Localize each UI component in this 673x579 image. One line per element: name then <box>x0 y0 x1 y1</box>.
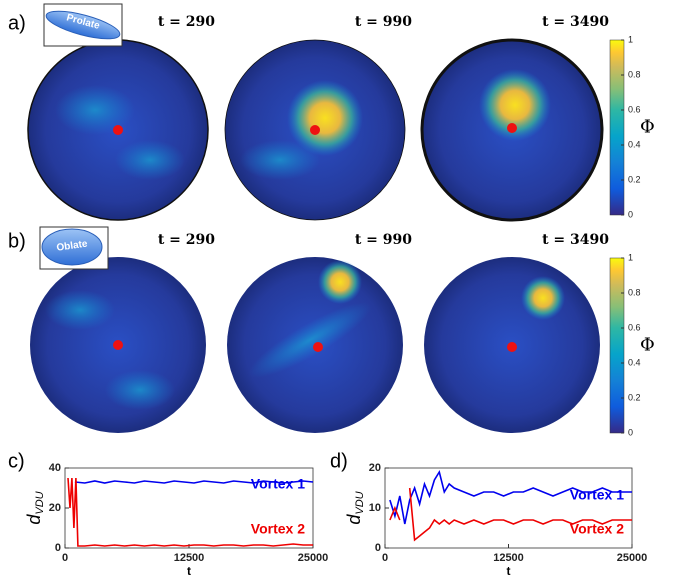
y-tick-label: 0 <box>375 542 381 554</box>
time-label: t = 990 <box>355 232 412 248</box>
time-label: t = 3490 <box>542 14 609 30</box>
colorbar-tick-label: 0.2 <box>628 392 641 402</box>
colorbar <box>609 257 625 434</box>
legend-label: Vortex 2 <box>251 521 305 537</box>
x-tick-label: 0 <box>382 552 388 564</box>
panel-label: d) <box>330 450 348 472</box>
x-tick-label: 12500 <box>493 552 524 564</box>
colorbar-tick-label: 0 <box>628 427 633 437</box>
series-line <box>67 477 313 547</box>
colorbar-tick-label: 0.8 <box>628 287 641 297</box>
badges <box>39 3 123 270</box>
x-tick-label: 25000 <box>298 552 329 564</box>
colorbar <box>609 39 625 216</box>
y-axis-label-main: d <box>344 514 364 525</box>
x-tick-label: 25000 <box>617 552 648 564</box>
y-tick-label: 40 <box>49 462 61 474</box>
y-axis-label-main: d <box>24 514 44 525</box>
colorbar-tick-label: 0.8 <box>628 69 641 79</box>
panel-label: b) <box>8 230 26 252</box>
time-label: t = 990 <box>355 14 412 30</box>
colorbar-tick-label: 0 <box>628 209 633 219</box>
time-label: t = 290 <box>158 14 215 30</box>
colorbar-tick-label: 1 <box>628 34 633 44</box>
x-axis-label: t <box>187 564 191 578</box>
colorbar-label: Φ <box>640 117 655 138</box>
time-label: t = 290 <box>158 232 215 248</box>
x-tick-label: 0 <box>62 552 68 564</box>
y-axis-label: dVDU <box>24 491 46 524</box>
colorbar-label: Φ <box>640 335 655 356</box>
legend-label: Vortex 1 <box>251 476 305 492</box>
panel-label: a) <box>8 12 26 34</box>
x-axis-label: t <box>507 564 511 578</box>
legend-label: Vortex 1 <box>570 487 624 503</box>
y-tick-label: 0 <box>55 542 61 554</box>
colorbar-tick-label: 0.6 <box>628 322 641 332</box>
badge-label: Oblate <box>56 238 89 253</box>
series-line <box>74 480 314 484</box>
y-axis-label: dVDU <box>344 491 366 524</box>
panel-label: c) <box>8 450 25 472</box>
colorbar-tick-label: 0.4 <box>628 357 641 367</box>
colorbar-tick-label: 0.2 <box>628 174 641 184</box>
y-axis-label-subscript: VDU <box>34 491 46 514</box>
x-tick-label: 12500 <box>174 552 205 564</box>
legend-label: Vortex 2 <box>570 521 624 537</box>
y-tick-label: 20 <box>49 502 61 514</box>
colorbar-tick-label: 1 <box>628 252 633 262</box>
disks <box>27 38 604 433</box>
series-line <box>389 469 632 525</box>
y-tick-label: 10 <box>369 502 381 514</box>
y-tick-label: 20 <box>369 462 381 474</box>
time-label: t = 3490 <box>542 232 609 248</box>
colorbar-tick-label: 0.6 <box>628 104 641 114</box>
colorbar-tick-label: 0.4 <box>628 139 641 149</box>
y-axis-label-subscript: VDU <box>354 491 366 514</box>
series-line <box>389 487 632 542</box>
